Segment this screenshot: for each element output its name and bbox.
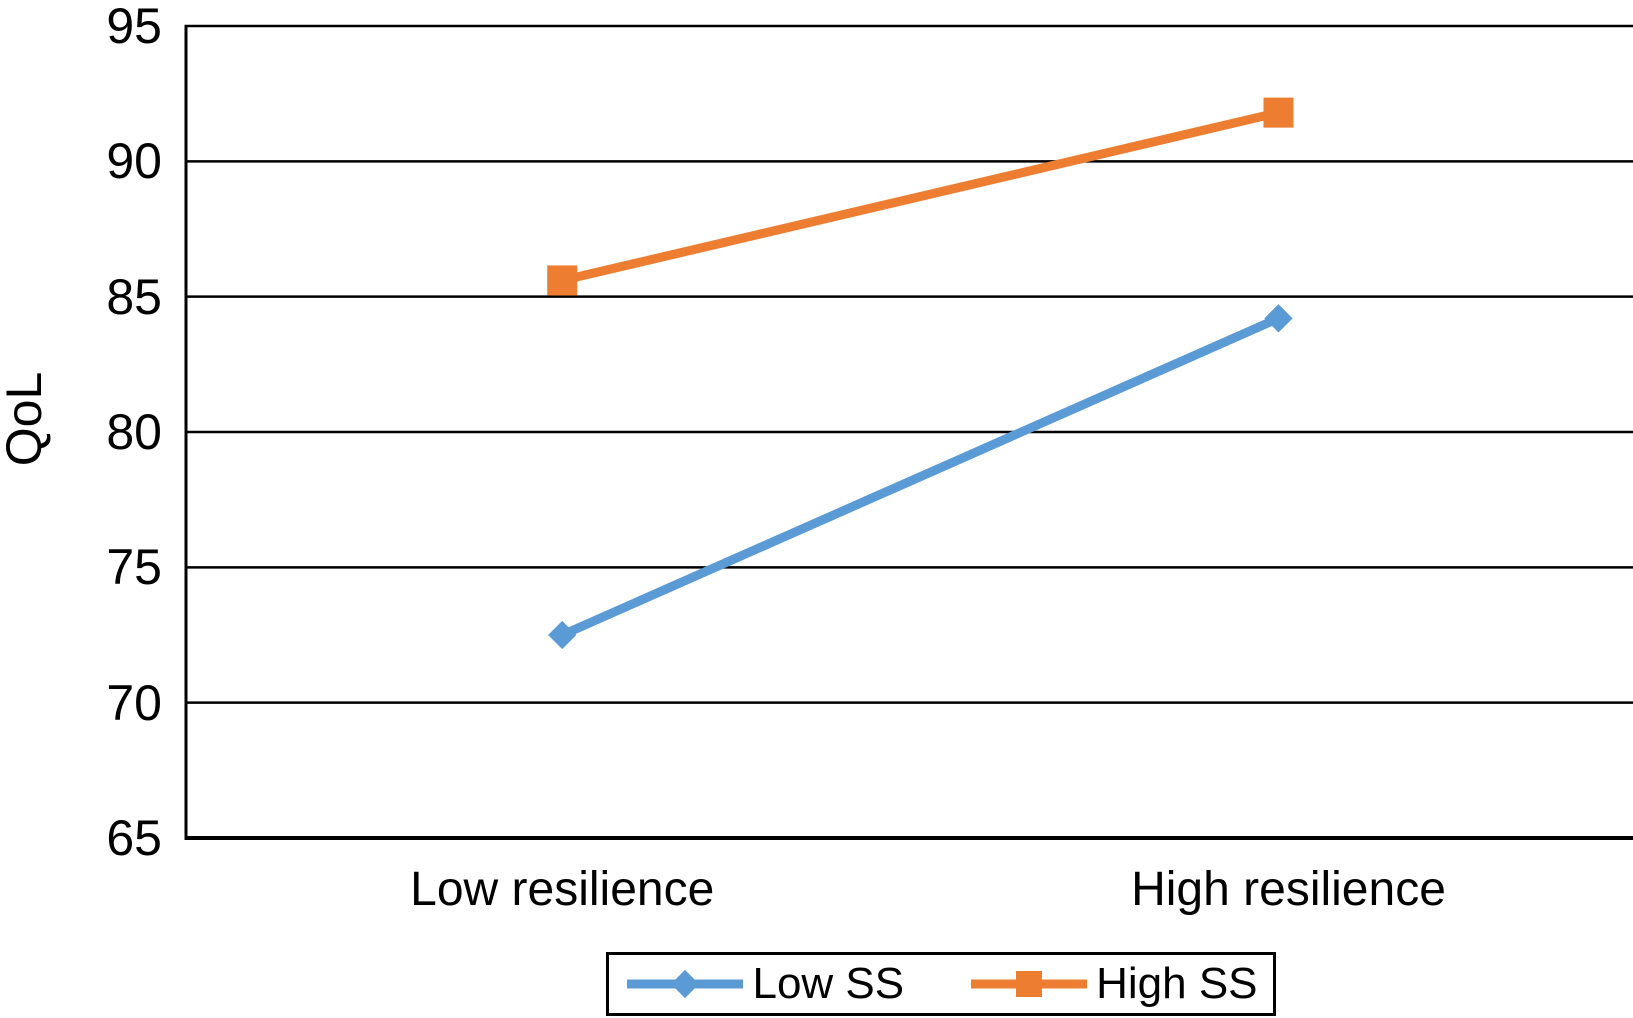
y-tick-label: 85: [106, 268, 162, 325]
y-tick-label: 65: [106, 810, 162, 866]
diamond-marker: [1264, 304, 1293, 333]
square-marker: [1263, 97, 1294, 128]
legend-item-low-ss: Low SS: [624, 962, 904, 1006]
y-tick-label: 90: [106, 133, 162, 190]
y-tick-label: 75: [106, 539, 162, 596]
high-ss-line-square-icon: [971, 971, 1088, 997]
legend-label-high-ss: High SS: [1096, 959, 1258, 1008]
y-axis-title: QoL: [0, 371, 52, 467]
diamond-marker: [548, 620, 577, 650]
legend-item-high-ss: High SS: [968, 959, 1258, 1008]
y-tick-label: 95: [106, 0, 162, 54]
series-line-low-ss: [560, 314, 1281, 640]
legend-label-low-ss: Low SS: [752, 959, 905, 1008]
x-category-label-low-resilience: Low resilience: [410, 863, 715, 916]
x-category-label-high-resilience: High resilience: [1131, 863, 1446, 916]
y-tick-label: 80: [106, 404, 162, 460]
legend: Low SS High SS: [606, 952, 1276, 1016]
low-ss-line-diamond-icon: [627, 969, 744, 999]
series-line-high-ss: [561, 108, 1280, 285]
y-tick-label: 70: [106, 674, 162, 731]
square-marker: [547, 265, 578, 296]
